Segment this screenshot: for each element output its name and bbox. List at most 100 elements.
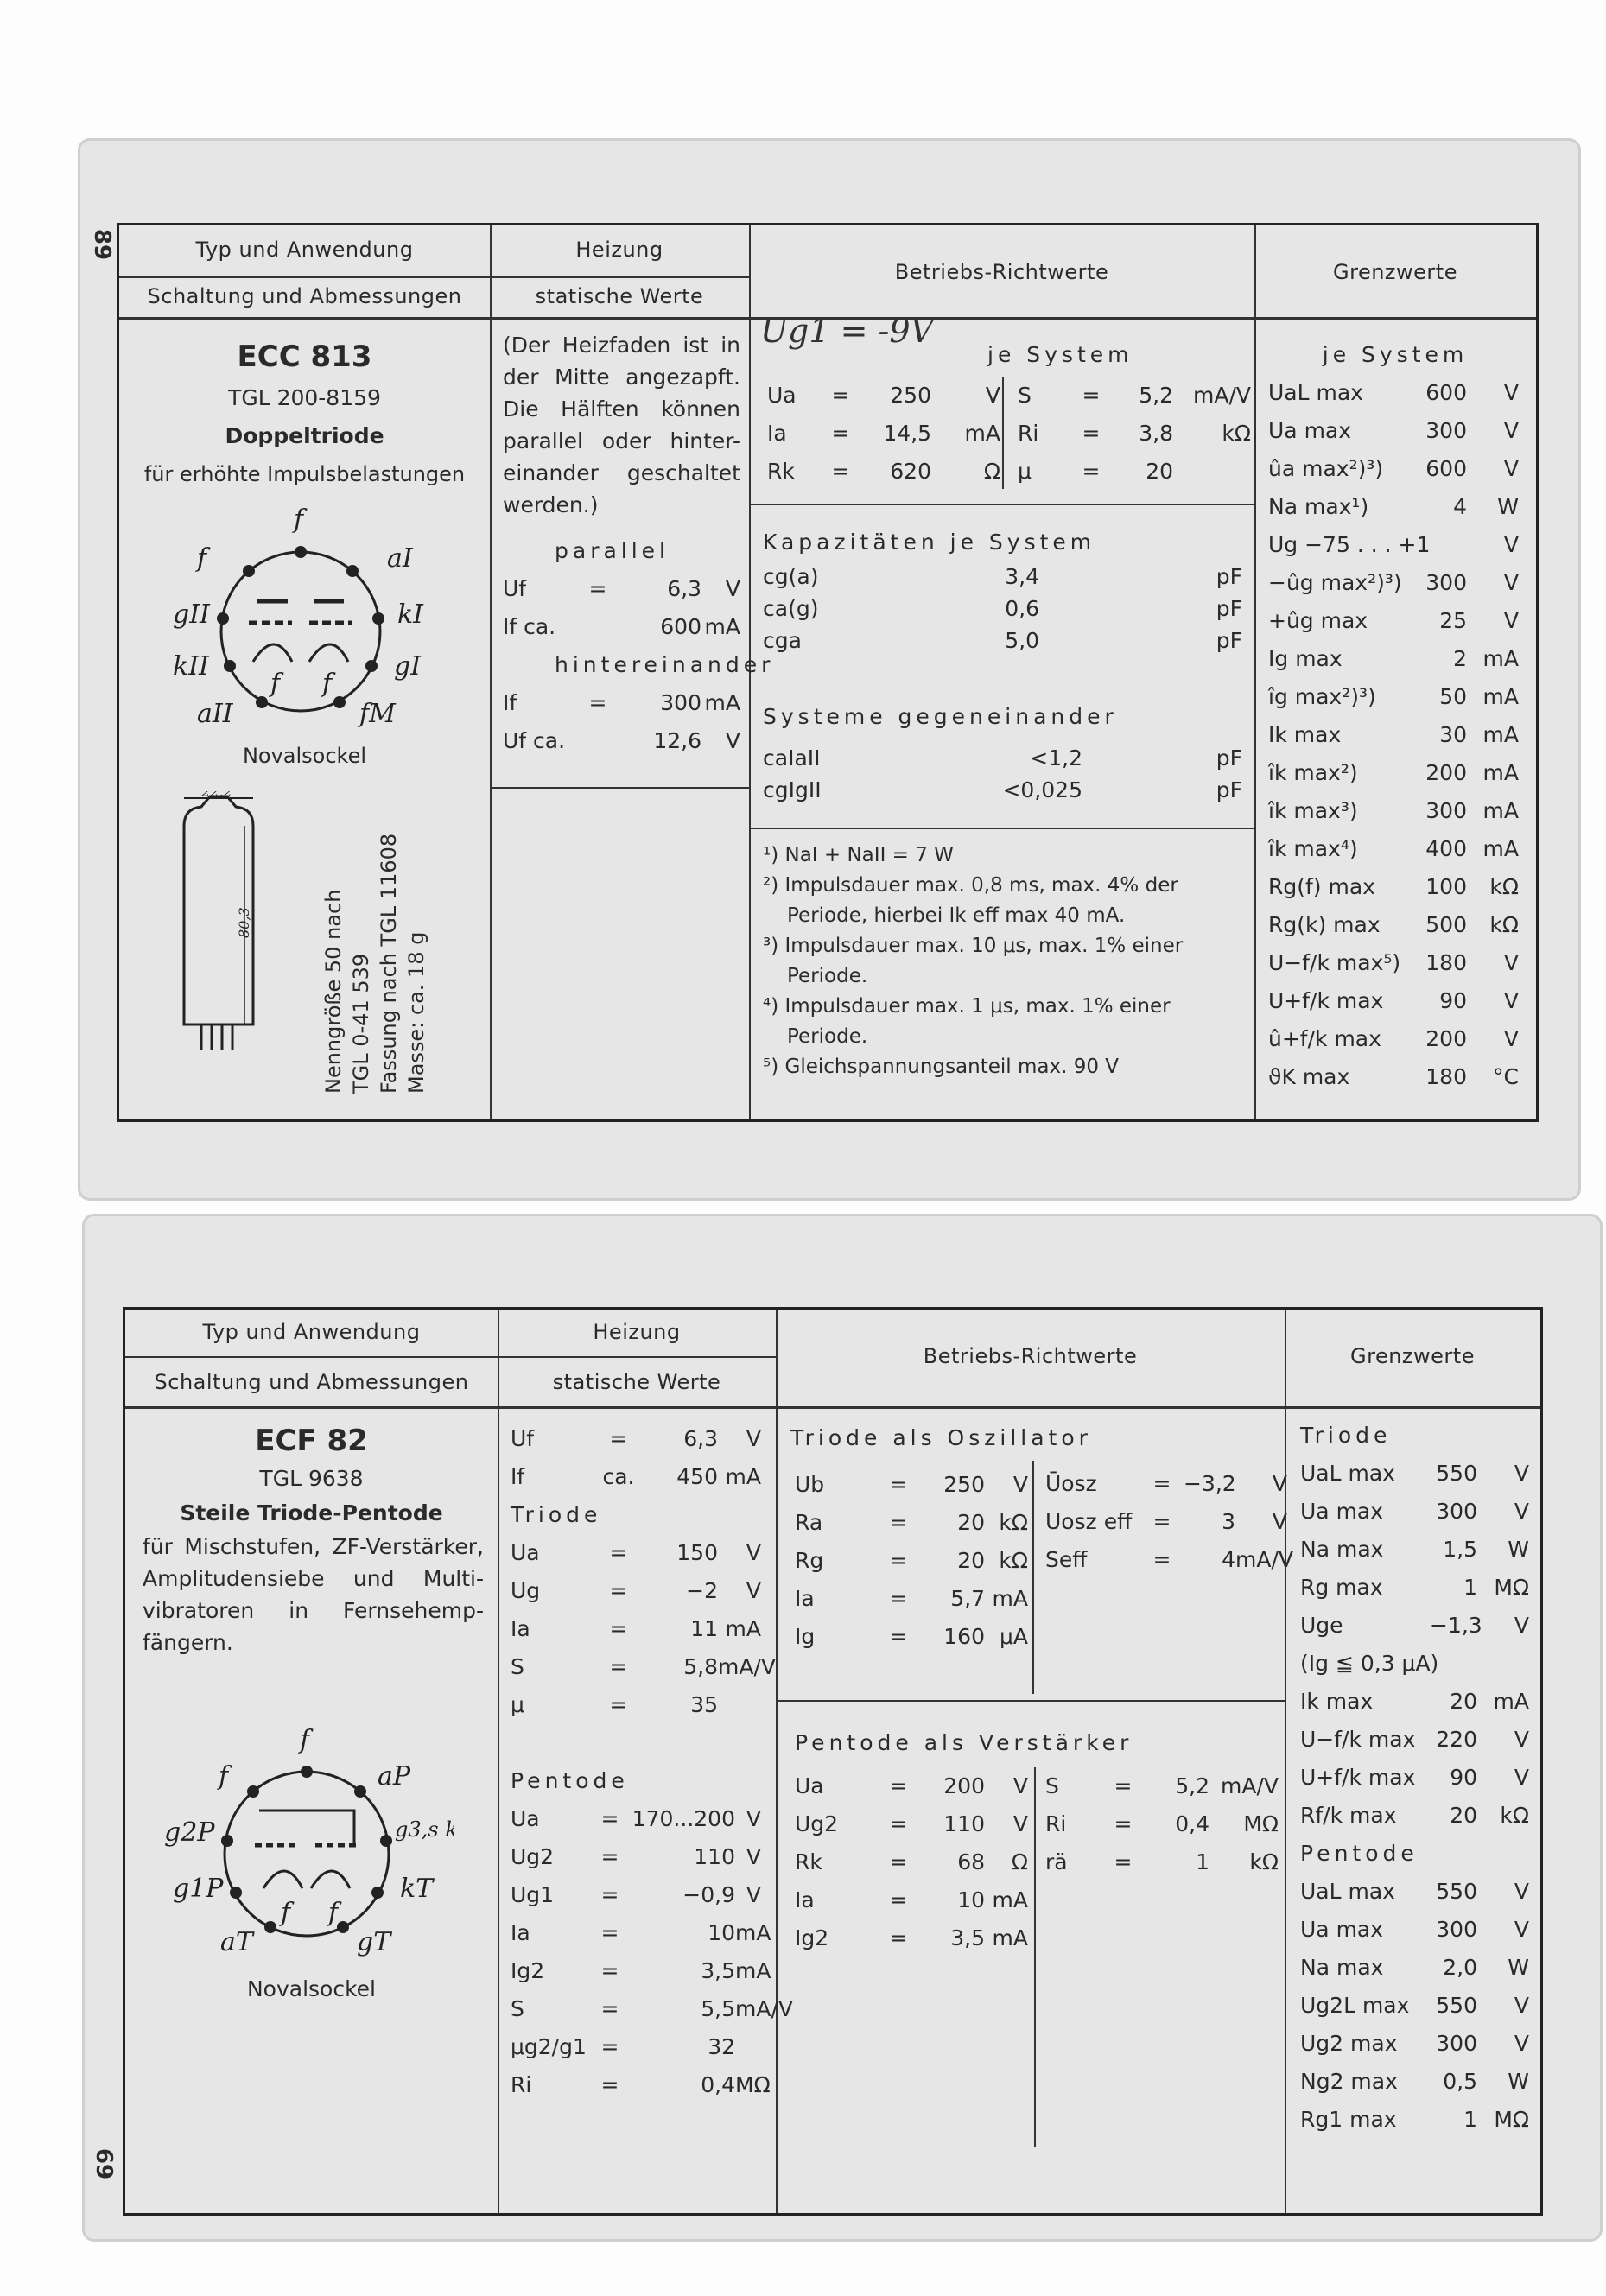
- row-cell: mA: [1493, 1689, 1529, 1714]
- row-cell: mA: [1482, 646, 1519, 671]
- row-cell: MΩ: [1494, 1575, 1529, 1600]
- row-cell: 6,3: [667, 576, 701, 601]
- row-cell: 110: [694, 1844, 735, 1869]
- tube-standard: TGL 9638: [259, 1466, 364, 1491]
- row-label: îk max²): [1268, 760, 1358, 785]
- row-label: Ug2L max: [1300, 1993, 1410, 2018]
- note-line: Fassung nach TGL 11608: [377, 833, 401, 1094]
- row-label: Ua max: [1300, 1917, 1384, 1942]
- row-cell: 170...200: [632, 1806, 735, 1831]
- row-cell: V: [1012, 1471, 1028, 1497]
- row-cell: kΩ: [1500, 1803, 1529, 1828]
- row-label: If: [503, 690, 517, 715]
- row-cell: =: [600, 1958, 619, 1983]
- data-row: U−f/k max⁵) 180 V: [1268, 944, 1519, 982]
- row-label: Ug −75 . . . +1: [1268, 532, 1431, 557]
- row-cell: 250: [890, 383, 931, 408]
- row-cell: 20: [1146, 459, 1173, 484]
- data-row: Ūosz = −3,2 V: [1045, 1465, 1287, 1503]
- section-title: parallel: [555, 538, 670, 563]
- row-cell: V: [1503, 608, 1519, 633]
- row-cell: 200: [943, 1773, 985, 1798]
- row-cell: 3,5: [950, 1925, 985, 1950]
- row-cell: kΩ: [999, 1547, 1028, 1573]
- row-label: cg(a): [763, 564, 819, 589]
- header-static: statische Werte: [535, 284, 704, 308]
- row-cell: 20: [1450, 1689, 1477, 1714]
- data-row: If ca. 450 mA: [511, 1458, 763, 1496]
- data-row: ϑK max 180 °C: [1268, 1058, 1519, 1096]
- data-row: Ug2 = 110 V: [511, 1838, 763, 1876]
- data-row: Ik max 30 mA: [1268, 716, 1519, 754]
- row-cell: mA: [1482, 798, 1519, 823]
- row-label: Na max¹): [1268, 494, 1369, 519]
- tube-name: ECF 82: [255, 1424, 368, 1458]
- row-cell: 14,5: [883, 421, 931, 446]
- row-label: UaL max: [1268, 380, 1363, 405]
- row-cell: 12,6: [653, 728, 701, 753]
- data-row: (Ig ≦ 0,3 μA): [1300, 1645, 1525, 1683]
- row-cell: mA: [725, 1616, 761, 1641]
- data-row: μ = 35: [511, 1686, 763, 1724]
- data-row: Ua max 300 V: [1268, 412, 1519, 450]
- row-cell: pF: [1216, 596, 1242, 621]
- pin-label-kT: kT: [400, 1874, 435, 1904]
- row-cell: ca.: [602, 1464, 635, 1489]
- row-cell: 550: [1436, 1461, 1477, 1486]
- data-row: +ûg max 25 V: [1268, 602, 1519, 640]
- row-cell: V: [746, 1426, 761, 1451]
- row-cell: V: [1514, 1461, 1529, 1486]
- row-label: If: [511, 1464, 525, 1489]
- row-cell: =: [600, 1806, 619, 1831]
- pin-label-g3s-kP: g3,s kP: [395, 1817, 454, 1842]
- tube-use: für erhöhte Impulsbelastungen: [143, 462, 466, 486]
- row-cell: =: [831, 459, 850, 484]
- pin-label-kII: kII: [173, 651, 210, 682]
- row-cell: 620: [890, 459, 931, 484]
- section-title: Pentode: [1300, 1841, 1419, 1866]
- data-row: UaL max 550 V: [1300, 1873, 1529, 1911]
- row-cell: =: [588, 690, 607, 715]
- row-cell: V: [1503, 456, 1519, 481]
- row-cell: pF: [1216, 564, 1242, 589]
- pin-label-gI: gI: [394, 651, 422, 682]
- data-row: Ug1 = −0,9 V: [511, 1876, 763, 1914]
- filament-label: f: [279, 1898, 295, 1928]
- row-label: Ūosz: [1045, 1471, 1097, 1496]
- data-row: îk max³) 300 mA: [1268, 792, 1519, 830]
- row-cell: mA/V: [1235, 1547, 1293, 1572]
- data-row: îk max⁴) 400 mA: [1268, 830, 1519, 868]
- data-row: ûa max²)³) 600 V: [1268, 450, 1519, 488]
- pin-label-f-left: f: [195, 543, 211, 574]
- section-title: je System: [1322, 342, 1469, 367]
- pin-label-f-left: f: [217, 1761, 232, 1792]
- row-cell: 0,5: [1443, 2069, 1477, 2094]
- row-label: Ik max: [1300, 1689, 1374, 1714]
- row-cell: pF: [1216, 777, 1242, 802]
- row-cell: 2,0: [1443, 1955, 1477, 1980]
- row-label: Ri: [511, 2072, 532, 2097]
- row-label: Uosz eff: [1045, 1509, 1133, 1534]
- row-cell: 200: [1425, 1026, 1467, 1051]
- section-title: Triode: [1300, 1423, 1392, 1448]
- row-cell: W: [1508, 1955, 1529, 1980]
- section-title: Pentode: [511, 1768, 629, 1793]
- header-limits: Grenzwerte: [1333, 260, 1457, 284]
- row-cell: −1,3: [1430, 1613, 1482, 1638]
- oscillator-right: Ūosz = −3,2 V Uosz eff = 3 V Seff = 4 mA/V: [1045, 1465, 1293, 1579]
- row-cell: V: [1503, 950, 1519, 975]
- operating-right: S = 5,2 mA/V Ri = 3,8 kΩ μ = 20: [1018, 377, 1251, 491]
- pin-label-f-top: f: [298, 1725, 314, 1755]
- row-cell: kΩ: [1249, 1849, 1279, 1874]
- row-cell: MΩ: [735, 2072, 771, 2097]
- row-cell: V: [1503, 988, 1519, 1013]
- row-cell: kΩ: [999, 1509, 1028, 1535]
- row-label: Ia: [767, 421, 787, 446]
- row-cell: V: [985, 383, 1000, 408]
- row-cell: V: [1514, 1613, 1529, 1638]
- data-row: Ik max 20 mA: [1300, 1683, 1529, 1721]
- row-label: S: [1045, 1773, 1059, 1798]
- row-cell: =: [609, 1578, 628, 1603]
- row-cell: 5,7: [950, 1585, 985, 1611]
